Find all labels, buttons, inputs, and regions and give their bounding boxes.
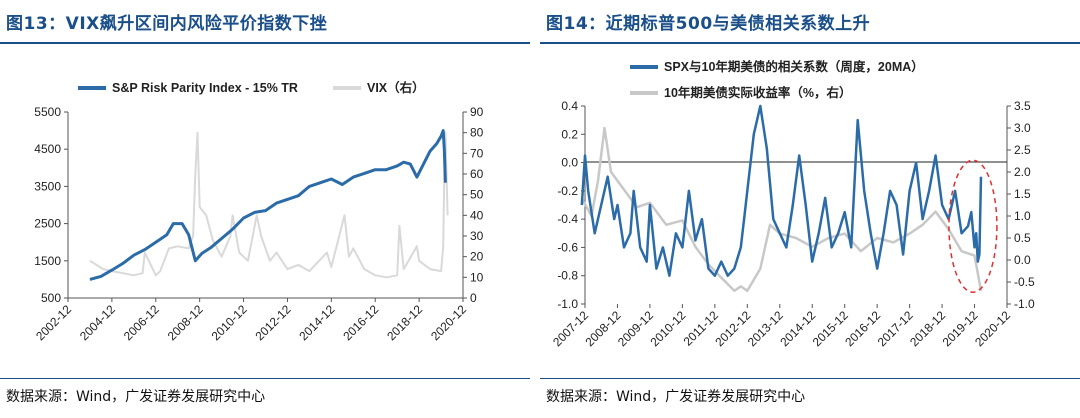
y-left-tick-label: 0.0 — [561, 156, 578, 170]
y-right-tick-label: 3.0 — [1014, 121, 1031, 135]
title-rule — [540, 42, 1080, 44]
x-tick-label: 2014-12 — [296, 302, 337, 343]
y-right-tick-label: -1.0 — [1014, 297, 1035, 311]
chart-title: 图13：VIX飙升区间内风险平价指数下挫 — [6, 14, 328, 34]
y-right-tick-label: 2.5 — [1014, 143, 1031, 157]
y-left-tick-label: 1500 — [34, 254, 61, 268]
spx-treasury-correlation-chart: -1.0 -0.8 -0.6 -0.4 -0.2 0.0 0.2 0.4 -1.0 -0.5 0.0… — [550, 59, 1035, 349]
panel-left: 图13：VIX飙升区间内风险平价指数下挫 500 1500 2500 3500 4500… — [0, 0, 530, 418]
x-tick-label: 2002-12 — [33, 302, 74, 343]
y-left-tick-label: 500 — [41, 291, 61, 305]
source-note: 数据来源：Wind，广发证券发展研究中心 — [546, 389, 806, 405]
x-tick-label: 2010-12 — [647, 308, 688, 349]
y-left-tick-label: -0.2 — [557, 184, 578, 198]
source-rule — [0, 378, 530, 379]
y-left-tick-label: -1.0 — [557, 297, 578, 311]
x-tick-label: 2010-12 — [209, 302, 250, 343]
y-right-tick-label: 3.5 — [1014, 99, 1031, 113]
panel-right: 图14：近期标普500与美债相关系数上升 -1.0 -0.8 -0.6 -0.4 -0.… — [540, 0, 1080, 418]
y-left-tick-label: 2500 — [34, 217, 61, 231]
y-left-tick-label: 4500 — [34, 142, 61, 156]
series-line-secondary — [580, 126, 983, 293]
y-left-tick-label: 0.2 — [561, 127, 578, 141]
y-right-tick-label: 1.5 — [1014, 187, 1031, 201]
y-right-tick-label: 1.0 — [1014, 209, 1031, 223]
x-tick-label: 2004-12 — [77, 302, 118, 343]
chart-title: 图14：近期标普500与美债相关系数上升 — [546, 14, 871, 34]
x-tick-label: 2016-12 — [340, 302, 381, 343]
legend-label: S&P Risk Parity Index - 15% TR — [112, 81, 298, 95]
y-left-tick-label: 3500 — [34, 179, 61, 193]
x-tick-label: 2006-12 — [121, 302, 162, 343]
y-right-tick-label: 30 — [470, 229, 484, 243]
x-tick-label: 2020-12 — [972, 308, 1013, 349]
y-left-tick-label: 5500 — [34, 105, 61, 119]
y-right-tick-label: 0 — [470, 291, 477, 305]
y-right-tick-label: 20 — [470, 250, 484, 264]
legend-label: SPX与10年期美债的相关系数（周度，20MA） — [664, 59, 924, 74]
x-tick-label: 2008-12 — [165, 302, 206, 343]
y-right-tick-label: 80 — [470, 126, 484, 140]
x-tick-label: 2020-12 — [428, 302, 469, 343]
y-left-tick-label: 0.4 — [561, 99, 578, 113]
series-line-primary — [89, 129, 447, 281]
series-line-primary — [580, 104, 983, 277]
title-rule — [0, 42, 530, 44]
y-right-tick-label: 70 — [470, 146, 484, 160]
y-right-tick-label: -0.5 — [1014, 275, 1035, 289]
source-rule — [540, 378, 1080, 379]
series-line-secondary — [89, 131, 449, 279]
y-right-tick-label: 40 — [470, 208, 484, 222]
y-right-tick-label: 10 — [470, 270, 484, 284]
y-right-tick-label: 50 — [470, 188, 484, 202]
y-left-tick-label: -0.4 — [557, 212, 578, 226]
risk-parity-vix-chart: 500 1500 2500 3500 4500 5500 0 10 20 30 40 50 60 70 80… — [33, 80, 484, 343]
y-left-tick-label: -0.8 — [557, 269, 578, 283]
y-right-tick-label: 2.0 — [1014, 165, 1031, 179]
y-right-tick-label: 90 — [470, 105, 484, 119]
legend-label: 10年期美债实际收益率（%，右） — [664, 85, 852, 100]
y-right-tick-label: 0.0 — [1014, 253, 1031, 267]
y-left-tick-label: -0.6 — [557, 240, 578, 254]
legend-label: VIX（右） — [367, 80, 425, 95]
highlight-ellipse — [948, 159, 998, 293]
x-tick-label: 2012-12 — [253, 302, 294, 343]
y-right-tick-label: 0.5 — [1014, 231, 1031, 245]
source-note: 数据来源：Wind，广发证券发展研究中心 — [6, 389, 266, 405]
y-right-tick-label: 60 — [470, 167, 484, 181]
x-tick-label: 2018-12 — [384, 302, 425, 343]
